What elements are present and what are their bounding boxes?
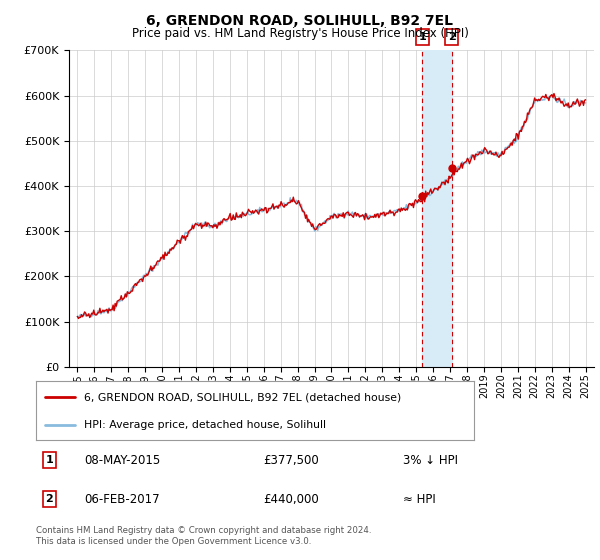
Text: Price paid vs. HM Land Registry's House Price Index (HPI): Price paid vs. HM Land Registry's House … xyxy=(131,27,469,40)
Text: ≈ HPI: ≈ HPI xyxy=(403,493,436,506)
Text: 6, GRENDON ROAD, SOLIHULL, B92 7EL: 6, GRENDON ROAD, SOLIHULL, B92 7EL xyxy=(146,14,454,28)
Text: 06-FEB-2017: 06-FEB-2017 xyxy=(85,493,160,506)
Text: HPI: Average price, detached house, Solihull: HPI: Average price, detached house, Soli… xyxy=(84,420,326,430)
Text: This data is licensed under the Open Government Licence v3.0.: This data is licensed under the Open Gov… xyxy=(36,538,311,547)
Text: £440,000: £440,000 xyxy=(263,493,319,506)
Text: 08-MAY-2015: 08-MAY-2015 xyxy=(85,454,161,467)
Text: 6, GRENDON ROAD, SOLIHULL, B92 7EL (detached house): 6, GRENDON ROAD, SOLIHULL, B92 7EL (deta… xyxy=(84,392,401,402)
Text: 2: 2 xyxy=(46,494,53,504)
Text: 3% ↓ HPI: 3% ↓ HPI xyxy=(403,454,458,467)
Text: 1: 1 xyxy=(418,32,426,42)
Text: £377,500: £377,500 xyxy=(263,454,319,467)
Text: 2: 2 xyxy=(448,32,455,42)
Bar xyxy=(422,50,452,367)
Text: Contains HM Land Registry data © Crown copyright and database right 2024.: Contains HM Land Registry data © Crown c… xyxy=(36,526,371,535)
Text: 1: 1 xyxy=(46,455,53,465)
